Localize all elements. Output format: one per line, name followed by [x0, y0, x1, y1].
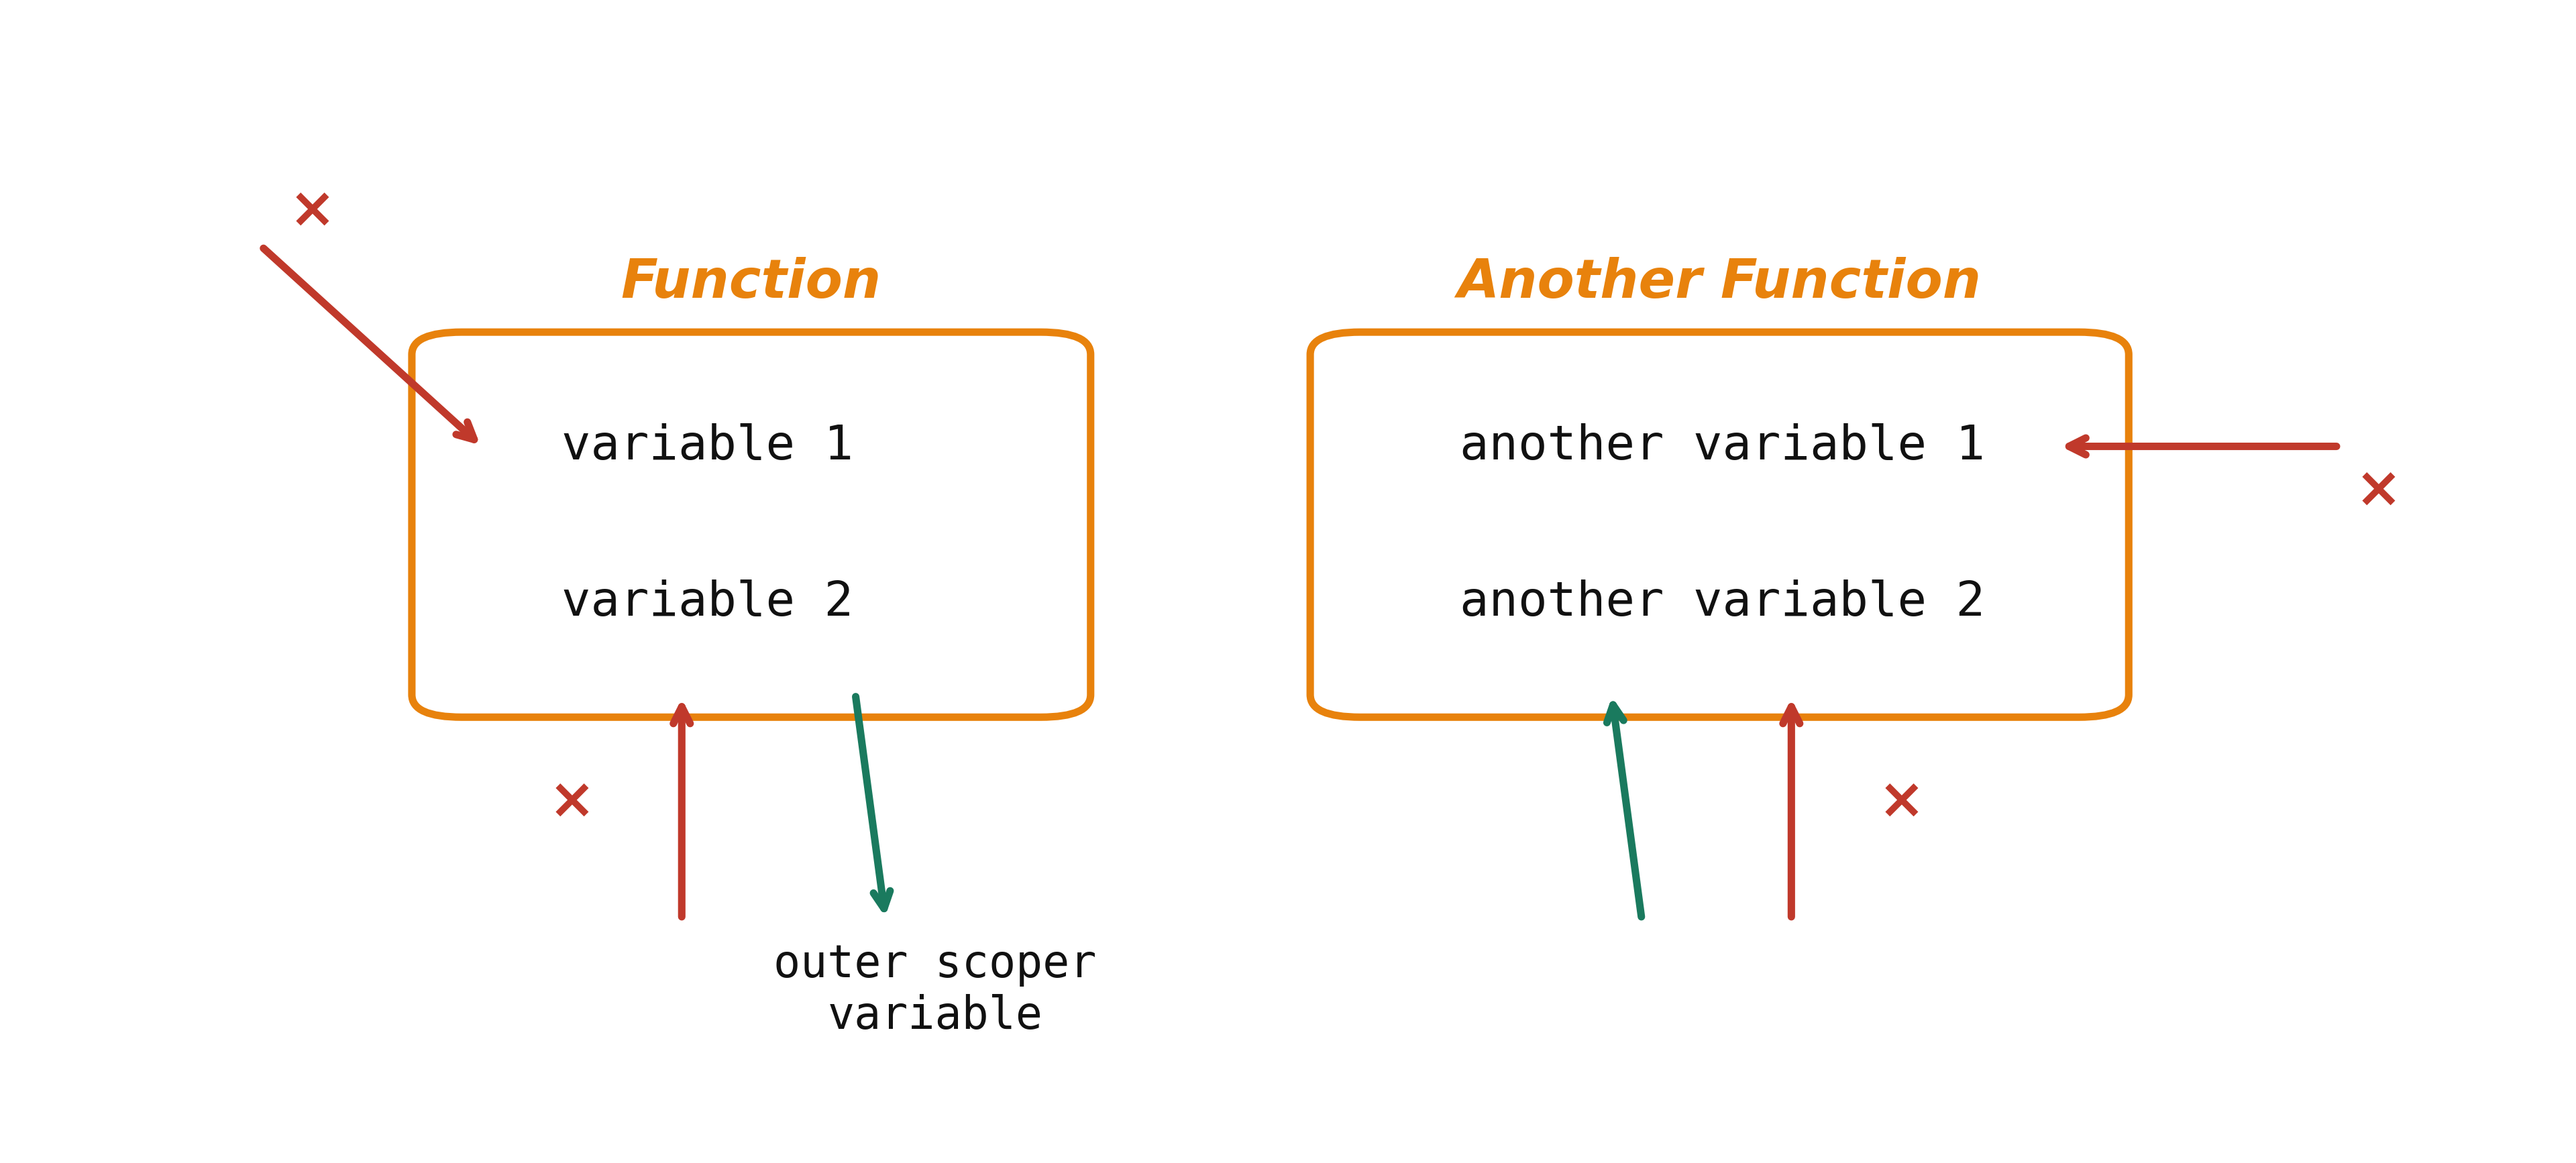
Text: variable 2: variable 2	[562, 580, 853, 626]
Text: ×: ×	[2354, 464, 2401, 519]
Text: ×: ×	[289, 184, 335, 238]
Text: Another Function: Another Function	[1458, 257, 1981, 309]
Text: ×: ×	[549, 775, 595, 829]
Text: Function: Function	[621, 257, 881, 309]
Text: variable 1: variable 1	[562, 423, 853, 470]
Text: another variable 1: another variable 1	[1461, 423, 1986, 470]
Text: outer scoper
variable: outer scoper variable	[773, 942, 1097, 1039]
Text: another variable 2: another variable 2	[1461, 580, 1986, 626]
Text: ×: ×	[1878, 775, 1924, 829]
FancyBboxPatch shape	[1311, 333, 2128, 718]
FancyBboxPatch shape	[412, 333, 1090, 718]
